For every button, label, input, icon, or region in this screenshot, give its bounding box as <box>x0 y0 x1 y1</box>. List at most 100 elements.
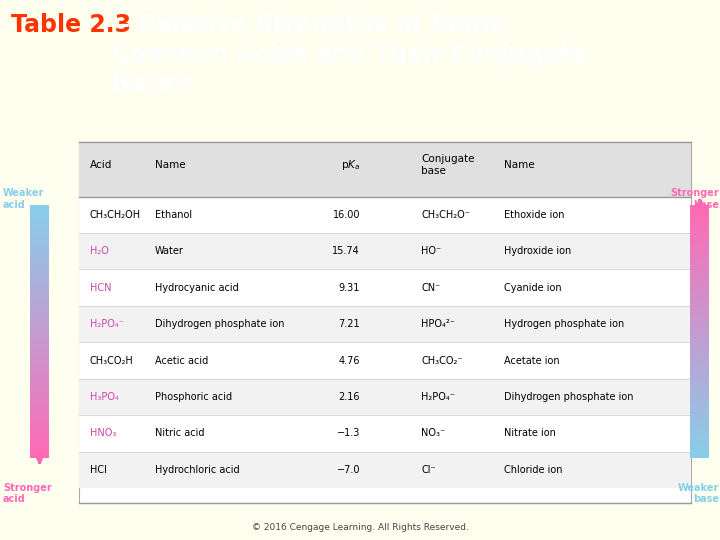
Bar <box>30 414 49 416</box>
Bar <box>30 291 49 293</box>
Bar <box>30 407 49 409</box>
Bar <box>690 382 709 384</box>
Bar <box>690 312 709 314</box>
Text: Nitric acid: Nitric acid <box>155 428 204 438</box>
Text: Stronger
acid: Stronger acid <box>3 483 52 504</box>
Bar <box>30 424 49 426</box>
Text: 16.00: 16.00 <box>333 210 360 220</box>
Bar <box>690 437 709 439</box>
Bar <box>690 226 709 228</box>
Bar <box>690 384 709 386</box>
Bar <box>30 215 49 218</box>
Bar <box>690 335 709 338</box>
Text: Hydrochloric acid: Hydrochloric acid <box>155 465 240 475</box>
Bar <box>30 356 49 359</box>
Bar <box>690 251 709 253</box>
Text: Hydrocyanic acid: Hydrocyanic acid <box>155 282 238 293</box>
Bar <box>690 395 709 397</box>
Bar <box>30 329 49 332</box>
Bar <box>30 232 49 234</box>
Bar <box>30 218 49 220</box>
Bar <box>30 449 49 451</box>
Bar <box>690 228 709 230</box>
Bar <box>30 439 49 441</box>
Bar <box>30 241 49 243</box>
Bar <box>30 253 49 255</box>
Bar <box>690 334 709 335</box>
Bar <box>30 382 49 384</box>
Bar <box>30 274 49 276</box>
Text: NO₃⁻: NO₃⁻ <box>421 428 446 438</box>
Bar <box>30 348 49 350</box>
Bar <box>30 260 49 262</box>
Bar <box>30 344 49 346</box>
Bar <box>30 399 49 401</box>
Text: CH₃CO₂H: CH₃CO₂H <box>90 355 134 366</box>
Bar <box>30 340 49 342</box>
Text: Water: Water <box>155 246 184 256</box>
Text: Conjugate
base: Conjugate base <box>421 154 474 176</box>
Bar <box>690 393 709 395</box>
Bar <box>690 289 709 291</box>
Bar <box>690 230 709 232</box>
Text: 2.16: 2.16 <box>338 392 360 402</box>
Text: HO⁻: HO⁻ <box>421 246 441 256</box>
Bar <box>690 399 709 401</box>
Bar <box>79 379 691 415</box>
Bar <box>690 332 709 334</box>
Bar <box>690 306 709 308</box>
Bar <box>30 321 49 323</box>
Bar <box>30 312 49 314</box>
Bar <box>690 329 709 332</box>
Bar <box>30 243 49 245</box>
Bar <box>690 390 709 393</box>
Bar <box>690 291 709 293</box>
Bar <box>30 401 49 403</box>
Bar <box>690 344 709 346</box>
Bar <box>79 451 691 488</box>
Bar <box>690 361 709 363</box>
Bar <box>30 405 49 407</box>
Bar <box>690 314 709 316</box>
Bar <box>690 325 709 327</box>
Bar <box>30 393 49 395</box>
Bar <box>690 300 709 302</box>
Text: Hydroxide ion: Hydroxide ion <box>504 246 571 256</box>
Bar <box>30 409 49 411</box>
Bar <box>690 255 709 258</box>
Bar <box>30 213 49 215</box>
Bar <box>690 407 709 409</box>
Bar <box>30 283 49 285</box>
Bar <box>690 420 709 422</box>
Bar <box>690 285 709 287</box>
Bar <box>690 346 709 348</box>
Text: Acetate ion: Acetate ion <box>504 355 559 366</box>
Bar <box>30 205 49 207</box>
Bar <box>79 342 691 379</box>
Text: Acetic acid: Acetic acid <box>155 355 208 366</box>
Bar <box>30 433 49 435</box>
Bar <box>690 374 709 376</box>
Bar <box>690 205 709 207</box>
Bar <box>690 258 709 260</box>
Bar <box>30 298 49 300</box>
Bar <box>690 433 709 435</box>
Text: p$K_a$: p$K_a$ <box>341 158 360 172</box>
Bar <box>690 237 709 239</box>
Bar <box>690 260 709 262</box>
Text: Hydrogen phosphate ion: Hydrogen phosphate ion <box>504 319 624 329</box>
Bar <box>79 269 691 306</box>
Bar <box>30 314 49 316</box>
Bar <box>30 226 49 228</box>
Text: Acid: Acid <box>90 160 112 170</box>
Bar <box>30 365 49 367</box>
Bar <box>30 369 49 372</box>
Text: H₂PO₄⁻: H₂PO₄⁻ <box>90 319 124 329</box>
Bar <box>30 395 49 397</box>
Bar <box>690 409 709 411</box>
Bar <box>690 424 709 426</box>
Bar <box>690 279 709 281</box>
Bar <box>690 293 709 295</box>
Bar <box>30 437 49 439</box>
Bar <box>690 363 709 365</box>
